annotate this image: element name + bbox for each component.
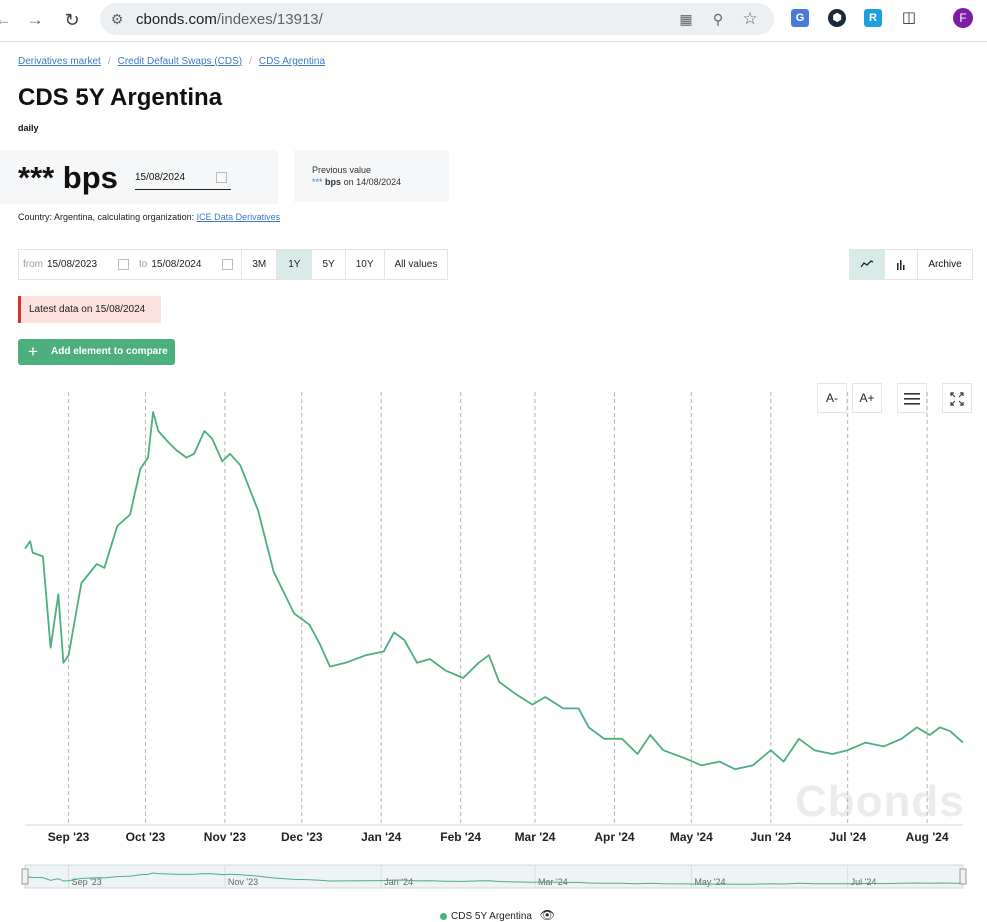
navigator-tick-label: Sep '23 [72,877,102,887]
reload-icon[interactable]: ↻ [64,10,80,30]
x-tick-label: Jul '24 [829,830,866,844]
x-tick-label: Nov '23 [204,830,247,844]
breadcrumb-cds-argentina[interactable]: CDS Argentina [258,56,326,67]
font-larger-button[interactable]: A+ [852,383,882,413]
chart-grid [68,392,928,825]
x-tick-label: Feb '24 [440,830,481,844]
url-host: cbonds.com [136,11,217,28]
legend-marker [440,912,447,920]
navigator-tick-label: May '24 [694,877,725,887]
from-date-input[interactable]: 15/08/2023 [47,250,137,279]
current-value-box: *** bps 15/08/2024 [0,150,278,204]
current-value: *** bps [18,160,118,195]
period-5y-button[interactable]: 5Y [311,250,344,279]
breadcrumb-cds[interactable]: Credit Default Swaps (CDS) [117,56,243,67]
to-calendar-icon[interactable] [222,259,234,270]
archive-button[interactable]: Archive [917,250,972,279]
period-10y-button[interactable]: 10Y [344,250,384,279]
to-date-text: 15/08/2024 [151,259,202,270]
line-chart-icon [860,260,874,268]
browser-toolbar: ← → ↻ ⚙ cbonds.com/indexes/13913/ ▦ ⚲ ☆ … [0,0,987,42]
calendar-icon[interactable] [216,172,227,183]
navigator-tick-label: Jul '24 [851,877,877,887]
previous-value-box: Previous value *** bps on 14/08/2024 [294,150,449,202]
cds-line-chart[interactable]: Sep '23 Oct '23 Nov '23 Dec '23 Jan '24 Feb '… [0,380,987,908]
to-date-input[interactable]: 15/08/2024 [151,250,241,279]
navigator-tick-label: Jan '24 [384,877,413,887]
country-text: Country: Argentina, calculating organiza… [18,212,195,222]
x-axis-ticks: Sep '23 Oct '23 Nov '23 Dec '23 Jan '24 Feb '… [48,830,949,844]
fullscreen-button[interactable] [942,383,972,413]
add-compare-label: Add element to compare [51,346,168,357]
organization-link[interactable]: ICE Data Derivatives [196,212,281,222]
frequency-label: daily [18,123,39,133]
series-line-cds-5y-argentina[interactable] [24,411,964,771]
hamburger-icon [904,392,920,405]
profile-avatar[interactable]: F [953,8,973,28]
extensions-puzzle-icon[interactable]: ◫ [900,9,918,27]
x-tick-label: Aug '24 [906,830,949,844]
hexagon-extension-icon[interactable]: ⬢ [828,9,846,27]
line-chart-button[interactable] [850,250,884,279]
x-tick-label: May '24 [670,830,713,844]
period-3m-button[interactable]: 3M [241,250,276,279]
site-info-icon[interactable]: ⚙ [110,11,124,27]
period-all-button[interactable]: All values [383,250,448,279]
x-tick-label: Oct '23 [126,830,166,844]
fullscreen-icon [950,392,964,406]
navigator-tick-label: Nov '23 [228,877,258,887]
value-date-input[interactable]: 15/08/2024 [135,168,231,190]
url-path: /indexes/13913/ [216,11,323,28]
x-tick-label: Jan '24 [361,830,402,844]
plus-icon: + [28,342,38,361]
bar-chart-icon [897,259,905,270]
from-label: from [23,259,43,270]
from-calendar-icon[interactable] [118,259,129,270]
previous-value-date: on 14/08/2024 [343,177,402,187]
back-arrow-icon[interactable]: ← [0,10,12,29]
translate-extension-icon[interactable]: G [791,9,809,27]
navigator-series-line [24,872,964,885]
x-tick-label: Apr '24 [594,830,635,844]
to-label: to [139,259,148,270]
breadcrumb: Derivatives market / Credit Default Swaps … [18,56,326,67]
period-1y-button[interactable]: 1Y [276,250,312,279]
translate-icon[interactable]: ▦ [679,11,693,27]
x-tick-label: Sep '23 [48,830,90,844]
zoom-icon[interactable]: ⚲ [712,11,724,27]
visibility-eye-icon[interactable]: 👁 [539,908,555,922]
from-date-text: 15/08/2023 [47,259,98,270]
bar-chart-button[interactable] [884,250,917,279]
previous-value-stars[interactable]: *** [312,177,323,187]
chart-menu-button[interactable] [897,383,927,413]
value-date-text: 15/08/2024 [135,172,186,183]
navigator-right-handle[interactable] [959,868,967,885]
date-range: from 15/08/2023 to 15/08/2024 [19,250,241,279]
x-tick-label: Jun '24 [750,830,791,844]
cbonds-watermark: Cbonds [795,777,965,826]
period-filter-bar: from 15/08/2023 to 15/08/2024 3M 1Y 5Y 1… [18,249,449,280]
previous-value: *** bps on 14/08/2024 [312,177,401,187]
view-switcher: Archive [849,249,973,280]
previous-value-label: Previous value [312,165,372,175]
x-tick-label: Mar '24 [515,830,556,844]
address-bar[interactable]: ⚙ cbonds.com/indexes/13913/ ▦ ⚲ ☆ [100,3,774,35]
add-compare-button[interactable]: + Add element to compare [18,339,175,365]
bookmark-star-icon[interactable]: ☆ [742,9,758,28]
country-info: Country: Argentina, calculating organiza… [18,212,280,222]
url-text[interactable]: cbonds.com/indexes/13913/ [136,11,323,28]
x-tick-label: Dec '23 [281,830,323,844]
forward-arrow-icon[interactable]: → [26,10,44,29]
breadcrumb-derivatives[interactable]: Derivatives market [18,56,101,67]
navigator-left-handle[interactable] [21,868,29,885]
navigator-window[interactable] [24,864,964,889]
legend-label: CDS 5Y Argentina [451,911,532,922]
page-title: CDS 5Y Argentina [18,84,223,111]
chart-legend[interactable]: CDS 5Y Argentina 👁 [440,908,555,922]
previous-value-unit: bps [325,177,342,187]
r-extension-icon[interactable]: R [864,9,882,27]
font-smaller-button[interactable]: A- [817,383,847,413]
latest-data-notice: Latest data on 15/08/2024 [18,296,161,323]
